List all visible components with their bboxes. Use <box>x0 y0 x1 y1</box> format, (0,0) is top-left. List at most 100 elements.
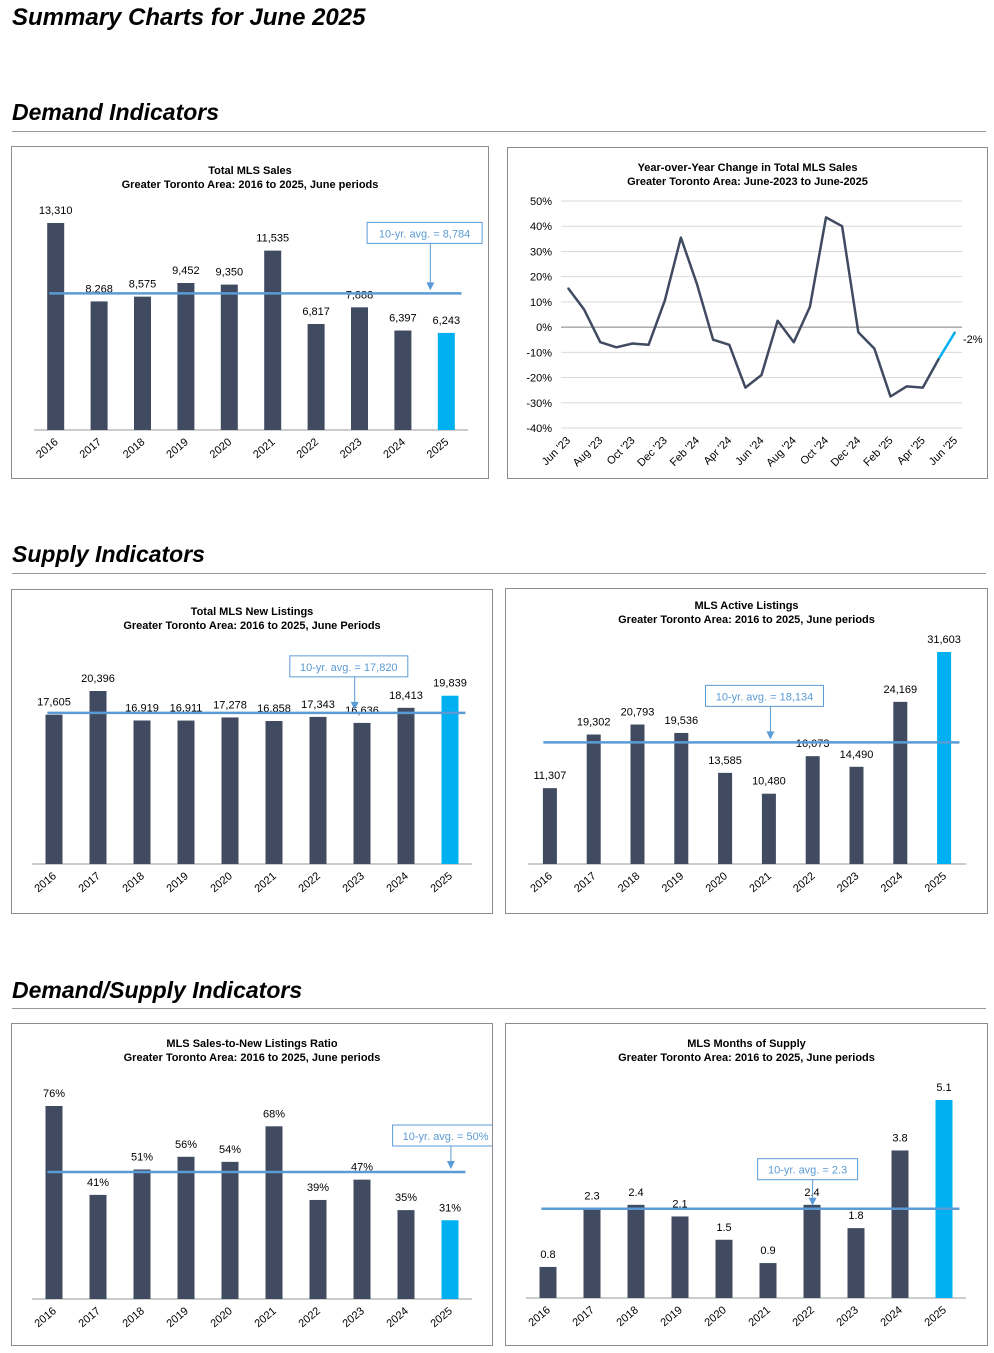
chart-title: Year-over-Year Change in Total MLS Sales <box>638 162 858 174</box>
average-label: 10-yr. avg. = 17,820 <box>300 662 398 674</box>
section-title-supply: Supply Indicators <box>12 541 205 567</box>
bar-2018 <box>134 296 151 430</box>
x-tick-label-2024: 2024 <box>384 1305 410 1330</box>
data-label-2017: 2.3 <box>584 1191 599 1203</box>
active-listings-chart: MLS Active Listings Greater Toronto Area:… <box>528 600 966 895</box>
bar-2022 <box>309 1199 327 1299</box>
bar-2017 <box>583 1208 601 1298</box>
chart-subtitle: Greater Toronto Area: 2016 to 2025, June… <box>618 614 875 626</box>
data-label-2020: 1.5 <box>716 1222 731 1234</box>
bar-2016 <box>542 788 557 864</box>
data-label-2025: 31,603 <box>927 634 961 646</box>
data-point-Jan24 <box>680 236 682 239</box>
average-label-box <box>289 655 409 678</box>
x-tick-label-2021: 2021 <box>252 1305 278 1330</box>
x-tick-label-2025: 2025 <box>428 1305 454 1330</box>
x-tick-label-2017: 2017 <box>572 870 598 895</box>
x-tick-label-2021: 2021 <box>746 1304 772 1329</box>
bar-2020 <box>715 1239 733 1298</box>
data-label-2017: 41% <box>87 1177 109 1189</box>
x-tick-label-2024: 2024 <box>878 1304 904 1329</box>
x-tick-label-2017: 2017 <box>78 436 104 461</box>
new-listings-chart: Total MLS New Listings Greater Toronto Ar… <box>32 606 472 895</box>
x-tick-label: Feb '24 <box>668 435 702 469</box>
x-tick-label-2024: 2024 <box>381 436 407 461</box>
x-tick-label-2024: 2024 <box>879 870 905 895</box>
data-label-2022: 17,343 <box>301 699 335 711</box>
data-label-2018: 16,919 <box>125 702 159 714</box>
chart-title: MLS Sales-to-New Listings Ratio <box>166 1038 337 1050</box>
bar-2020 <box>220 284 238 430</box>
y-tick-label: 0% <box>536 322 552 334</box>
section-divider <box>12 573 986 574</box>
x-tick-label-2025: 2025 <box>425 436 451 461</box>
chart-title: MLS Months of Supply <box>687 1038 806 1050</box>
x-tick-label: Jun '25 <box>927 435 960 468</box>
data-label-2021: 11,535 <box>256 233 289 245</box>
data-label-2016: 0.8 <box>540 1249 555 1261</box>
data-label-2018: 2.4 <box>628 1187 643 1199</box>
data-label-2016: 13,310 <box>39 205 73 217</box>
bar-2019 <box>177 720 195 864</box>
x-tick-label-2018: 2018 <box>120 870 146 895</box>
data-label-2019: 9,452 <box>172 265 200 277</box>
data-label-2024: 24,169 <box>883 684 917 696</box>
page-title: Summary Charts for June 2025 <box>12 4 366 31</box>
chart-panel-new-listings: Total MLS New Listings Greater Toronto Ar… <box>11 589 493 914</box>
bar-2020 <box>221 1161 239 1299</box>
bar-2019 <box>671 1216 689 1298</box>
x-tick-label: Dec '23 <box>635 435 670 470</box>
x-tick-label-2022: 2022 <box>295 436 321 461</box>
bar-2023 <box>353 722 371 864</box>
section-title-demand: Demand Indicators <box>12 99 220 125</box>
x-tick-label: Apr '25 <box>895 435 928 468</box>
y-tick-label: 50% <box>530 196 552 208</box>
bar-2023 <box>353 1179 371 1299</box>
data-point-Jun25 <box>954 331 956 333</box>
end-value-label: -2% <box>963 334 983 346</box>
x-tick-label-2019: 2019 <box>658 1304 684 1329</box>
chart-title: Total MLS New Listings <box>191 606 314 618</box>
x-tick-label-2018: 2018 <box>616 870 642 895</box>
bar-2021 <box>759 1263 777 1298</box>
bar-2017 <box>89 691 107 864</box>
data-label-2023: 47% <box>351 1162 373 1174</box>
data-point-Jul24 <box>777 320 779 322</box>
data-point-Apr24 <box>728 344 730 346</box>
bar-2021 <box>761 793 776 864</box>
x-tick-label: Aug '23 <box>571 435 606 470</box>
average-label-box <box>392 1124 492 1147</box>
bar-2023 <box>849 766 864 864</box>
data-point-May25 <box>938 358 940 360</box>
bar-2018 <box>133 1169 151 1299</box>
data-point-Apr25 <box>922 387 924 389</box>
x-tick-label-2022: 2022 <box>790 1304 816 1329</box>
chart-panel-months-supply: MLS Months of Supply Greater Toronto Area… <box>505 1023 988 1346</box>
bar-2020 <box>718 772 733 864</box>
chart-panel-total-sales: Total MLS Sales Greater Toronto Area: 201… <box>11 146 489 479</box>
bar-2018 <box>133 720 151 864</box>
bar-2019 <box>177 283 195 430</box>
x-tick-label-2018: 2018 <box>120 1305 146 1330</box>
average-arrow-head <box>446 1161 455 1170</box>
data-point-Jan25 <box>873 347 875 350</box>
bar-2024 <box>394 330 412 430</box>
data-label-2020: 54% <box>219 1144 241 1156</box>
x-tick-label-2022: 2022 <box>296 870 322 895</box>
average-label: 10-yr. avg. = 2.3 <box>768 1165 847 1177</box>
average-arrow-head <box>350 701 359 710</box>
chart-title: MLS Active Listings <box>694 600 798 612</box>
data-point-Nov23 <box>648 344 650 346</box>
data-label-2025: 31% <box>439 1202 461 1214</box>
average-label: 10-yr. avg. = 50% <box>403 1131 489 1143</box>
data-label-2021: 68% <box>263 1108 285 1120</box>
data-label-2018: 51% <box>131 1151 153 1163</box>
x-tick-label-2022: 2022 <box>296 1305 322 1330</box>
x-tick-label-2019: 2019 <box>164 870 190 895</box>
data-point-Oct24 <box>825 216 827 218</box>
average-label-box <box>757 1158 859 1181</box>
y-tick-label: 10% <box>530 297 552 309</box>
data-point-Mar25 <box>906 385 908 387</box>
data-label-2019: 19,536 <box>664 715 698 727</box>
x-tick-label-2020: 2020 <box>208 1305 234 1330</box>
